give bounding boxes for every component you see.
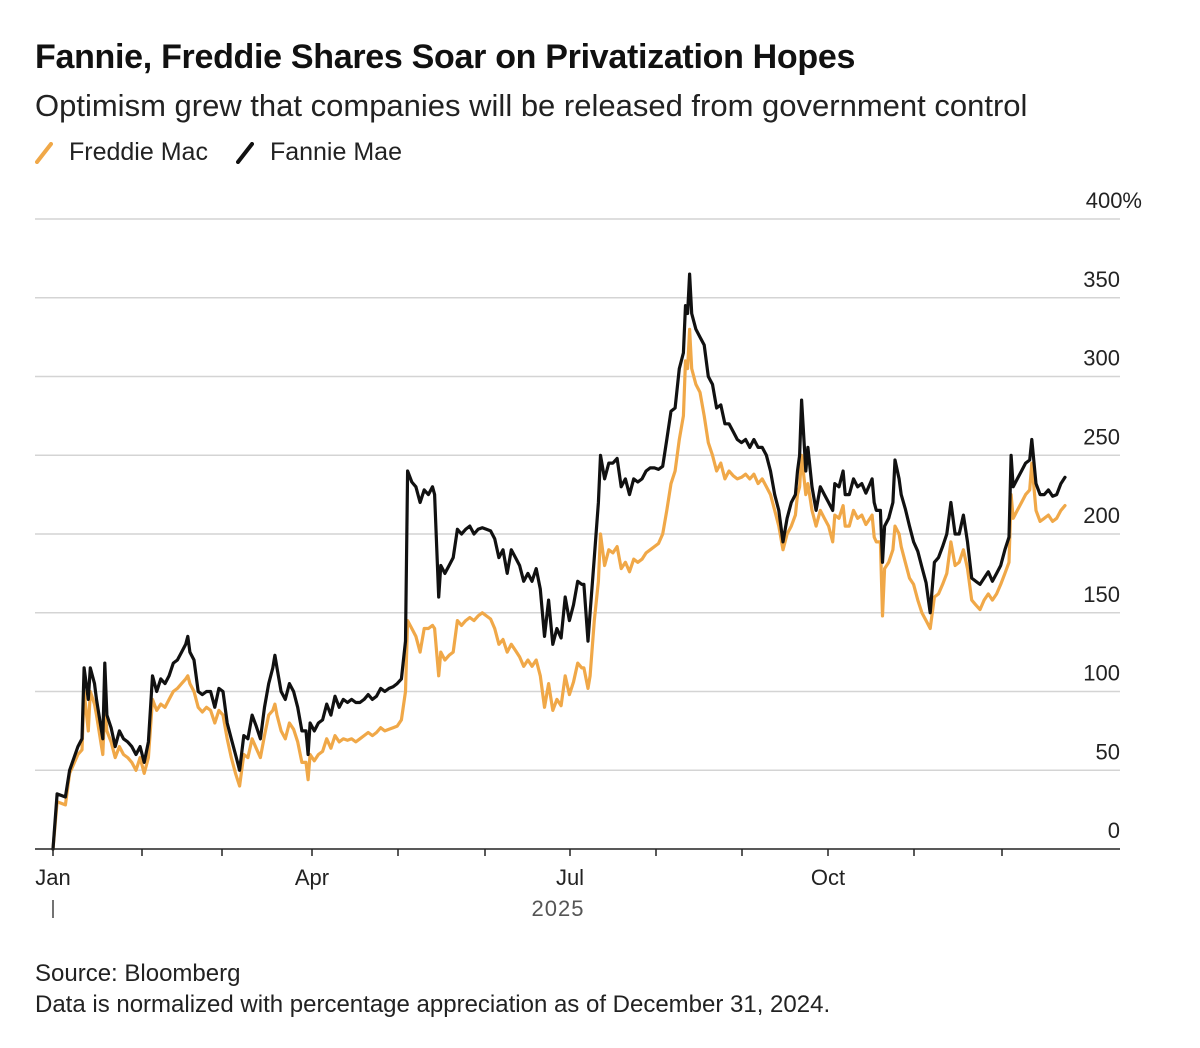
- y-axis-labels: 0 50 100 150 200 250 300 350 400%: [1083, 188, 1142, 843]
- line-chart: 0 50 100 150 200 250 300 350 400% Jan Apr Jul Oct 20…: [35, 188, 1142, 921]
- series-lines: [51, 272, 1067, 851]
- y-tick-label: 200: [1083, 503, 1120, 528]
- chart-title: Fannie, Freddie Shares Soar on Privatiza…: [35, 38, 856, 76]
- y-tick-label: 250: [1083, 424, 1120, 449]
- source-note: Source: Bloomberg: [35, 960, 241, 987]
- legend: Freddie Mac Fannie Mae: [35, 138, 430, 167]
- y-tick-label: 350: [1083, 267, 1120, 292]
- x-tick-label: Oct: [811, 865, 845, 890]
- gridlines: [35, 218, 1120, 771]
- y-tick-label: 400%: [1086, 188, 1142, 213]
- x-tick-label: Jul: [556, 865, 584, 890]
- legend-label-freddie-mac: Freddie Mac: [69, 138, 208, 166]
- year-label: 2025: [532, 896, 585, 921]
- freddie-mac-swatch-icon: [35, 141, 53, 164]
- x-tick-label: Jan: [35, 865, 70, 890]
- legend-label-fannie-mae: Fannie Mae: [269, 138, 402, 166]
- series-line-freddie-mac: [51, 327, 1067, 851]
- y-tick-label: 50: [1096, 739, 1120, 764]
- legend-item-fannie-mae: Fannie Mae: [235, 138, 402, 167]
- y-tick-label: 300: [1083, 346, 1120, 371]
- y-tick-label: 0: [1108, 818, 1120, 843]
- x-axis: Jan Apr Jul Oct 2025: [35, 848, 1120, 921]
- normalization-note: Data is normalized with percentage appre…: [35, 991, 831, 1018]
- legend-item-freddie-mac: Freddie Mac: [35, 138, 208, 167]
- y-tick-label: 150: [1083, 582, 1120, 607]
- footer: Source: Bloomberg Data is normalized wit…: [35, 958, 830, 1020]
- series-line-fannie-mae: [51, 272, 1067, 851]
- fannie-mae-swatch-icon: [235, 141, 254, 164]
- x-tick-label: Apr: [295, 865, 329, 890]
- chart-subtitle: Optimism grew that companies will be rel…: [35, 88, 1028, 123]
- y-tick-label: 100: [1083, 661, 1120, 686]
